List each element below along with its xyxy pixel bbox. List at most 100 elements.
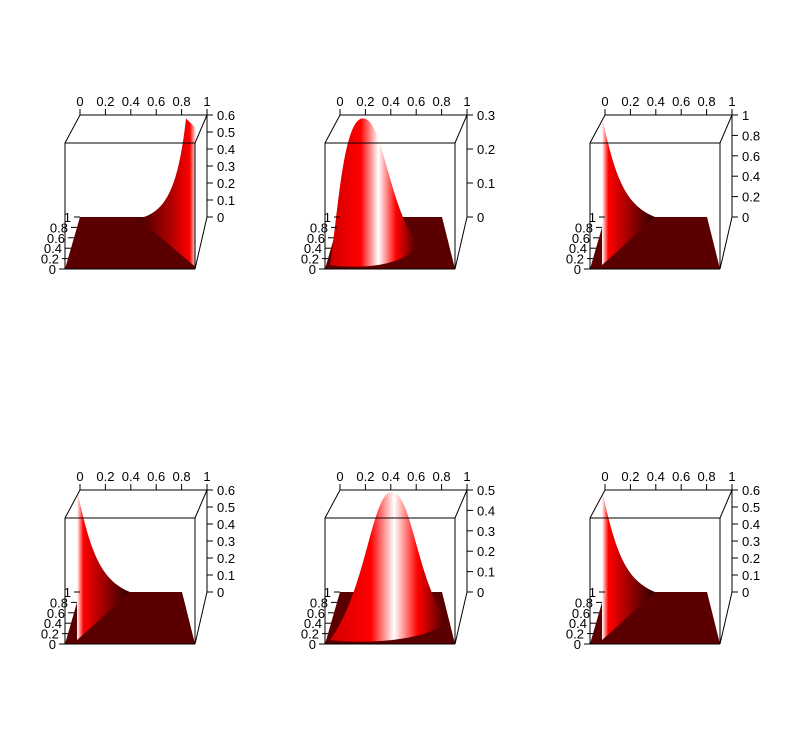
z-tick-label: 0.6 — [742, 149, 760, 164]
x-tick-label: 0.2 — [356, 469, 374, 484]
z-tick-label: 0.1 — [477, 176, 495, 191]
y-tick-label: 0.6 — [307, 606, 325, 621]
y-tick-label: 0.6 — [47, 231, 65, 246]
z-tick-label: 0.8 — [742, 128, 760, 143]
x-tick-label: 0 — [336, 469, 343, 484]
box-edge — [64, 489, 81, 519]
x-tick-label: 0.8 — [433, 469, 451, 484]
box-edge — [454, 489, 468, 519]
z-tick-label: 0.2 — [742, 551, 760, 566]
x-tick-label: 0.6 — [147, 469, 165, 484]
z-tick-label: 0.6 — [217, 483, 235, 498]
x-tick-label: 0.6 — [147, 94, 165, 109]
x-tick-label: 1 — [203, 94, 210, 109]
z-tick-label: 0.5 — [742, 500, 760, 515]
y-tick-label: 0.4 — [304, 241, 322, 256]
y-tick-label: 0 — [574, 637, 581, 652]
x-tick-label: 1 — [728, 469, 735, 484]
z-tick-label: 0.1 — [742, 568, 760, 583]
z-tick-label: 0.2 — [217, 551, 235, 566]
x-tick-label: 0 — [601, 94, 608, 109]
x-tick-label: 0.4 — [122, 469, 140, 484]
surface-panel-4: 0 0.2 0.4 0.6 0.8 100.10.20.30.40.50.600.20.4… — [41, 469, 235, 652]
z-tick-label: 0.1 — [477, 565, 495, 580]
y-tick-label: 0.4 — [569, 241, 587, 256]
box-edge — [454, 216, 468, 270]
y-tick-label: 0.4 — [44, 241, 62, 256]
box-edge — [324, 114, 341, 144]
x-tick-label: 0.4 — [382, 94, 400, 109]
density-surface — [330, 492, 447, 642]
box-edge — [64, 114, 81, 144]
box-edge — [589, 114, 606, 144]
surface-panel-3: 0 0.2 0.4 0.6 0.8 100.20.40.60.8100.20.40.60.… — [566, 94, 760, 277]
z-tick-label: 0.2 — [477, 142, 495, 157]
x-tick-label: 0.8 — [698, 94, 716, 109]
y-tick-label: 0 — [574, 262, 581, 277]
x-tick-label: 0.2 — [621, 94, 639, 109]
y-tick-label: 1 — [589, 210, 596, 225]
z-tick-label: 0.3 — [217, 159, 235, 174]
y-tick-label: 1 — [324, 585, 331, 600]
y-tick-label: 0 — [49, 637, 56, 652]
z-tick-label: 0.1 — [217, 193, 235, 208]
surface-panel-2: 0 0.2 0.4 0.6 0.8 100.10.20.300.20.40.60.81 — [301, 94, 495, 277]
density-surface — [330, 118, 418, 267]
density-surface — [77, 490, 130, 640]
y-tick-label: 0.2 — [301, 252, 319, 267]
box-edge — [719, 591, 733, 645]
y-tick-label: 1 — [589, 585, 596, 600]
box-edge — [719, 114, 733, 144]
y-tick-label: 0.6 — [572, 606, 590, 621]
x-tick-label: 0.8 — [173, 94, 191, 109]
y-tick-label: 1 — [64, 210, 71, 225]
z-tick-label: 0.4 — [217, 517, 235, 532]
box-edge — [194, 216, 208, 270]
z-tick-label: 1 — [742, 108, 749, 123]
x-tick-label: 0.4 — [382, 469, 400, 484]
x-tick-label: 0.8 — [433, 94, 451, 109]
z-tick-label: 0.3 — [477, 524, 495, 539]
x-tick-label: 0.4 — [647, 94, 665, 109]
y-tick-label: 0.8 — [310, 595, 328, 610]
y-tick-label: 0.2 — [41, 627, 59, 642]
z-tick-label: 0.3 — [477, 108, 495, 123]
y-tick-label: 0 — [49, 262, 56, 277]
y-tick-label: 0.4 — [44, 616, 62, 631]
z-tick-label: 0 — [477, 585, 484, 600]
y-tick-label: 0.2 — [301, 627, 319, 642]
y-tick-label: 0 — [309, 262, 316, 277]
y-tick-label: 0.8 — [50, 220, 68, 235]
x-tick-label: 0 — [336, 94, 343, 109]
z-tick-label: 0.6 — [217, 108, 235, 123]
x-tick-label: 0.8 — [698, 469, 716, 484]
x-tick-label: 0.8 — [173, 469, 191, 484]
box-edge — [719, 489, 733, 519]
x-tick-label: 1 — [203, 469, 210, 484]
z-tick-label: 0.3 — [217, 534, 235, 549]
x-tick-label: 0 — [76, 94, 83, 109]
surface-panel-5: 0 0.2 0.4 0.6 0.8 100.10.20.30.40.500.20.40.6… — [301, 469, 495, 652]
z-tick-label: 0.1 — [217, 568, 235, 583]
y-tick-label: 0.6 — [307, 231, 325, 246]
y-tick-label: 0.2 — [566, 252, 584, 267]
y-tick-label: 0.8 — [50, 595, 68, 610]
y-tick-label: 0.8 — [575, 595, 593, 610]
surface-panel-1: 0 0.2 0.4 0.6 0.8 100.10.20.30.40.50.600.20.4… — [41, 94, 235, 277]
z-tick-label: 0.5 — [477, 483, 495, 498]
y-tick-label: 0.2 — [41, 252, 59, 267]
z-tick-label: 0.4 — [477, 503, 495, 518]
y-tick-label: 1 — [64, 585, 71, 600]
x-tick-label: 0.6 — [672, 469, 690, 484]
y-tick-label: 0.6 — [572, 231, 590, 246]
z-tick-label: 0.4 — [742, 169, 760, 184]
x-tick-label: 0.2 — [96, 94, 114, 109]
y-tick-label: 0.2 — [566, 627, 584, 642]
z-tick-label: 0.5 — [217, 125, 235, 140]
z-tick-label: 0 — [217, 210, 224, 225]
z-tick-label: 0.4 — [217, 142, 235, 157]
x-tick-label: 0.2 — [621, 469, 639, 484]
z-tick-label: 0 — [742, 210, 749, 225]
x-tick-label: 1 — [463, 469, 470, 484]
